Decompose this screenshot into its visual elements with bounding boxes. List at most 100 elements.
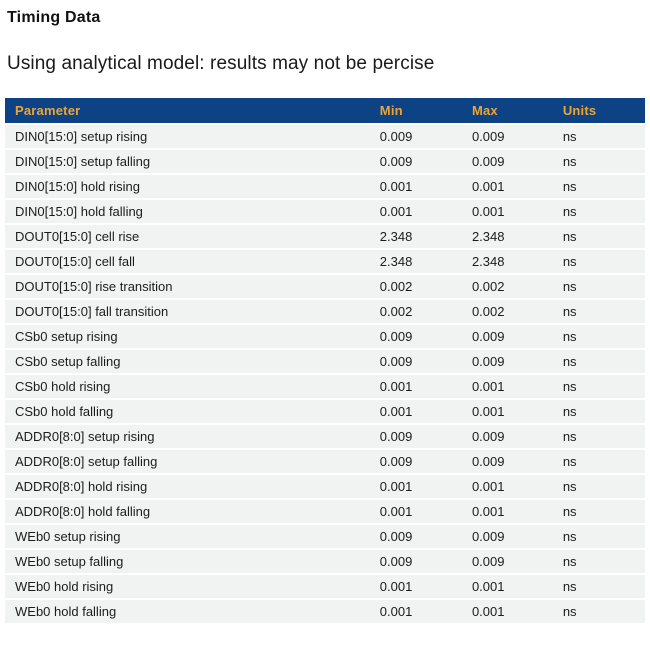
- table-body: DIN0[15:0] setup rising 0.009 0.009 ns DIN0[…: [5, 125, 645, 623]
- max-cell: 0.001: [461, 500, 553, 523]
- parameter-cell: DOUT0[15:0] cell fall: [5, 250, 370, 273]
- min-cell: 0.002: [369, 300, 462, 323]
- column-header-parameter: Parameter: [5, 98, 370, 123]
- max-cell: 0.009: [461, 350, 553, 373]
- timing-data-table: Parameter Min Max Units DIN0[15:0] setup…: [5, 96, 645, 625]
- max-cell: 0.009: [461, 125, 553, 148]
- parameter-cell: DIN0[15:0] setup rising: [5, 125, 370, 148]
- min-cell: 0.001: [369, 500, 462, 523]
- max-cell: 0.001: [461, 400, 553, 423]
- table-row: WEb0 hold rising 0.001 0.001 ns: [5, 575, 645, 598]
- parameter-cell: CSb0 hold falling: [5, 400, 370, 423]
- min-cell: 0.001: [369, 575, 462, 598]
- min-cell: 0.001: [369, 475, 462, 498]
- units-cell: ns: [552, 575, 645, 598]
- units-cell: ns: [552, 150, 645, 173]
- units-cell: ns: [552, 375, 645, 398]
- units-cell: ns: [552, 200, 645, 223]
- units-cell: ns: [552, 550, 645, 573]
- parameter-cell: DOUT0[15:0] fall transition: [5, 300, 370, 323]
- max-cell: 0.002: [461, 275, 553, 298]
- max-cell: 0.001: [461, 575, 553, 598]
- max-cell: 0.009: [461, 525, 553, 548]
- table-row: CSb0 hold falling 0.001 0.001 ns: [5, 400, 645, 423]
- max-cell: 0.001: [461, 175, 553, 198]
- max-cell: 0.009: [461, 150, 553, 173]
- units-cell: ns: [552, 450, 645, 473]
- table-row: ADDR0[8:0] setup falling 0.009 0.009 ns: [5, 450, 645, 473]
- table-row: DOUT0[15:0] cell rise 2.348 2.348 ns: [5, 225, 645, 248]
- units-cell: ns: [552, 425, 645, 448]
- max-cell: 0.009: [461, 425, 553, 448]
- units-cell: ns: [552, 300, 645, 323]
- parameter-cell: ADDR0[8:0] hold falling: [5, 500, 370, 523]
- table-row: DIN0[15:0] setup rising 0.009 0.009 ns: [5, 125, 645, 148]
- max-cell: 0.001: [461, 475, 553, 498]
- max-cell: 0.001: [461, 200, 553, 223]
- units-cell: ns: [552, 275, 645, 298]
- units-cell: ns: [552, 525, 645, 548]
- parameter-cell: DOUT0[15:0] cell rise: [5, 225, 370, 248]
- units-cell: ns: [552, 325, 645, 348]
- table-row: DIN0[15:0] hold rising 0.001 0.001 ns: [5, 175, 645, 198]
- table-row: CSb0 hold rising 0.001 0.001 ns: [5, 375, 645, 398]
- parameter-cell: WEb0 setup rising: [5, 525, 370, 548]
- min-cell: 0.001: [369, 400, 462, 423]
- table-row: DOUT0[15:0] fall transition 0.002 0.002 ns: [5, 300, 645, 323]
- min-cell: 2.348: [369, 250, 462, 273]
- min-cell: 0.009: [369, 150, 462, 173]
- units-cell: ns: [552, 225, 645, 248]
- max-cell: 0.009: [461, 325, 553, 348]
- units-cell: ns: [552, 500, 645, 523]
- min-cell: 0.009: [369, 450, 462, 473]
- min-cell: 0.009: [369, 550, 462, 573]
- min-cell: 0.001: [369, 175, 462, 198]
- min-cell: 0.009: [369, 125, 462, 148]
- table-row: WEb0 setup rising 0.009 0.009 ns: [5, 525, 645, 548]
- parameter-cell: WEb0 hold rising: [5, 575, 370, 598]
- max-cell: 0.001: [461, 600, 553, 623]
- min-cell: 0.009: [369, 325, 462, 348]
- parameter-cell: ADDR0[8:0] setup rising: [5, 425, 370, 448]
- column-header-max: Max: [461, 98, 553, 123]
- table-header: Parameter Min Max Units: [5, 98, 645, 123]
- table-row: CSb0 setup falling 0.009 0.009 ns: [5, 350, 645, 373]
- parameter-cell: CSb0 hold rising: [5, 375, 370, 398]
- min-cell: 0.002: [369, 275, 462, 298]
- table-row: DOUT0[15:0] rise transition 0.002 0.002 ns: [5, 275, 645, 298]
- max-cell: 0.001: [461, 375, 553, 398]
- parameter-cell: WEb0 hold falling: [5, 600, 370, 623]
- page-title: Timing Data: [7, 9, 101, 26]
- units-cell: ns: [552, 400, 645, 423]
- max-cell: 2.348: [461, 225, 553, 248]
- table-row: WEb0 setup falling 0.009 0.009 ns: [5, 550, 645, 573]
- parameter-cell: DIN0[15:0] hold rising: [5, 175, 370, 198]
- parameter-cell: DIN0[15:0] setup falling: [5, 150, 370, 173]
- units-cell: ns: [552, 125, 645, 148]
- parameter-cell: ADDR0[8:0] setup falling: [5, 450, 370, 473]
- units-cell: ns: [552, 250, 645, 273]
- table-row: CSb0 setup rising 0.009 0.009 ns: [5, 325, 645, 348]
- min-cell: 0.009: [369, 425, 462, 448]
- table-header-row: Parameter Min Max Units: [5, 98, 645, 123]
- min-cell: 0.001: [369, 200, 462, 223]
- table-row: ADDR0[8:0] hold rising 0.001 0.001 ns: [5, 475, 645, 498]
- table-row: ADDR0[8:0] hold falling 0.001 0.001 ns: [5, 500, 645, 523]
- column-header-min: Min: [369, 98, 462, 123]
- parameter-cell: DOUT0[15:0] rise transition: [5, 275, 370, 298]
- parameter-cell: CSb0 setup rising: [5, 325, 370, 348]
- max-cell: 0.002: [461, 300, 553, 323]
- table-row: DOUT0[15:0] cell fall 2.348 2.348 ns: [5, 250, 645, 273]
- parameter-cell: DIN0[15:0] hold falling: [5, 200, 370, 223]
- units-cell: ns: [552, 350, 645, 373]
- column-header-units: Units: [552, 98, 645, 123]
- max-cell: 0.009: [461, 450, 553, 473]
- table-row: WEb0 hold falling 0.001 0.001 ns: [5, 600, 645, 623]
- parameter-cell: WEb0 setup falling: [5, 550, 370, 573]
- units-cell: ns: [552, 175, 645, 198]
- min-cell: 0.001: [369, 375, 462, 398]
- page-subtitle: Using analytical model: results may not …: [7, 53, 435, 74]
- parameter-cell: ADDR0[8:0] hold rising: [5, 475, 370, 498]
- min-cell: 0.009: [369, 525, 462, 548]
